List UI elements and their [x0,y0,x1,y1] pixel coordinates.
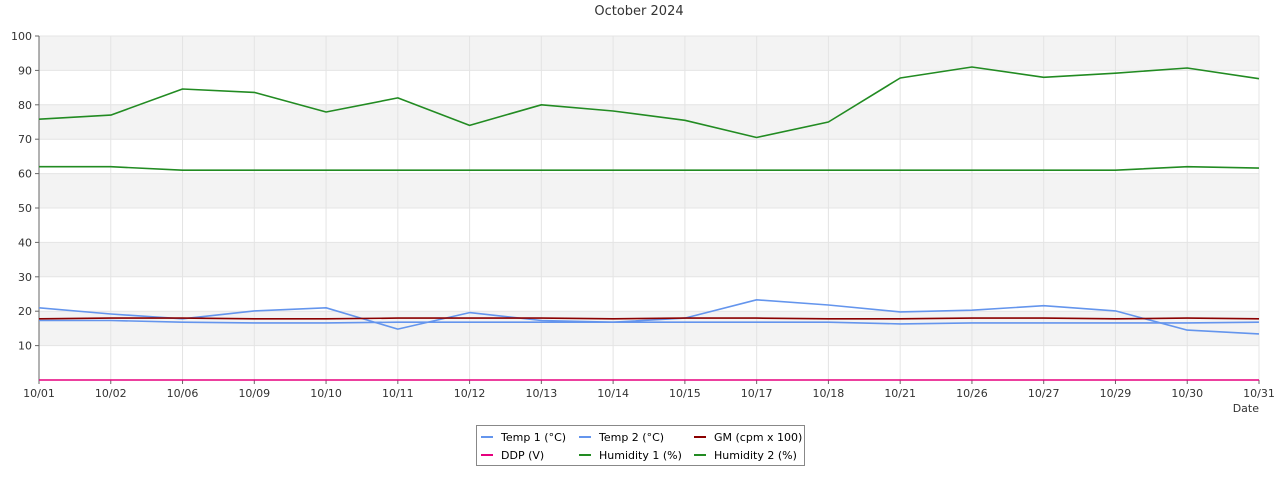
y-tick-label: 90 [18,64,32,77]
x-tick-label: 10/17 [741,387,773,400]
series-line-6 [39,165,1260,171]
x-tick-label: 10/12 [454,387,486,400]
legend-box [476,425,805,466]
y-tick-label: 40 [18,236,32,249]
series-line-5 [38,66,1260,139]
y-tick-label: 30 [18,271,32,284]
x-tick-label: 10/01 [23,387,55,400]
plot-bands [39,36,1259,346]
x-tick-label: 10/02 [95,387,127,400]
x-tick-label: 10/31 [1243,387,1275,400]
legend-label: Temp 1 (°C) [500,431,566,444]
legend-label: Temp 2 (°C) [598,431,664,444]
x-tick-label: 10/26 [956,387,988,400]
x-tick-label: 10/29 [1100,387,1132,400]
x-tick-label: 10/21 [884,387,916,400]
y-tick-label: 70 [18,133,32,146]
y-axis-ticks: 10 20 30 40 50 60 70 80 90 100 [11,30,39,353]
legend-label: Humidity 2 (%) [714,449,797,462]
series-line-2 [39,319,1260,325]
y-tick-label: 20 [18,305,32,318]
y-tick-label: 10 [18,340,32,353]
y-tick-label: 80 [18,99,32,112]
x-tick-label: 10/06 [167,387,199,400]
plot-band [39,173,1259,208]
x-axis-ticks: 10/01 10/02 10/06 10/09 10/10 10/11 10/12 10/13… [23,380,1275,400]
x-tick-label: 10/14 [597,387,629,400]
series-line-3 [38,317,1260,320]
plot-band [39,104,1259,140]
x-tick-label: 10/18 [813,387,845,400]
x-tick-label: 10/11 [382,387,414,400]
x-tick-label: 10/13 [526,387,558,400]
legend: Temp 1 (°C) Temp 2 (°C) GM (cpm x 100) DDP … [476,425,805,466]
x-tick-label: 10/15 [669,387,701,400]
x-tick-label: 10/27 [1028,387,1060,400]
x-tick-label: 10/09 [238,387,270,400]
y-tick-label: 50 [18,202,32,215]
series-line-1 [38,298,1260,335]
plot-band [39,242,1259,277]
plot-band [39,311,1259,346]
legend-label: DDP (V) [501,449,544,462]
x-tick-label: 10/30 [1171,387,1203,400]
y-tick-label: 100 [11,30,32,43]
x-tick-label: 10/10 [310,387,342,400]
series-lines [38,66,1260,381]
legend-label: Humidity 1 (%) [599,449,682,462]
legend-label: GM (cpm x 100) [714,431,802,444]
y-tick-label: 60 [18,168,32,181]
chart-title: October 2024 [594,4,683,19]
x-axis-title: Date [1233,402,1260,415]
plot-band [39,36,1259,71]
